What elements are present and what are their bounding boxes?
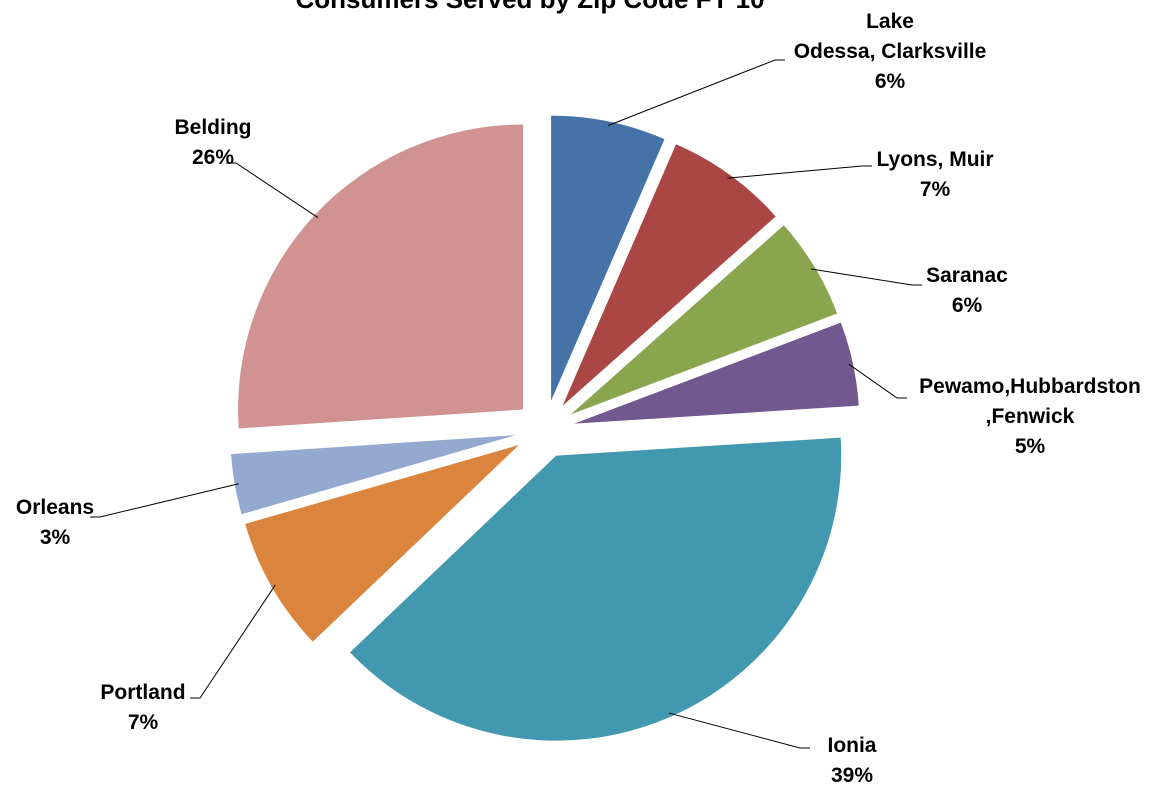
- leader-line: [608, 59, 785, 126]
- leader-line: [668, 712, 810, 749]
- chart-title: Consumers Served by Zip Code FY 10: [0, 0, 1060, 15]
- pie-slice-belding: [238, 124, 524, 429]
- slice-percent-label: 6%: [952, 294, 983, 317]
- pie-slice-ionia: [350, 437, 842, 741]
- slice-name-label: Ionia: [827, 734, 876, 757]
- slice-percent-label: 3%: [40, 526, 71, 549]
- slice-percent-label: 7%: [128, 711, 159, 734]
- slice-percent-label: 6%: [875, 70, 906, 93]
- pie-slices: [231, 115, 859, 741]
- pie-slice-pewamo-hubbardston-fenwick: [574, 322, 859, 424]
- leader-line: [190, 584, 276, 699]
- slice-name-label: ,Fenwick: [986, 405, 1075, 428]
- pie-slice-lake-odessa-clarksville: [551, 115, 665, 401]
- pie-slice-orleans: [231, 435, 516, 515]
- leader-line: [727, 165, 872, 179]
- slice-name-label: Lake: [866, 10, 914, 33]
- slice-name-label: Portland: [100, 681, 185, 704]
- slice-name-label: Saranac: [926, 264, 1008, 287]
- slice-percent-label: 5%: [1015, 435, 1046, 458]
- slice-name-label: Lyons, Muir: [876, 148, 993, 171]
- pie-slice-saranac: [570, 225, 838, 415]
- leader-line: [810, 268, 922, 286]
- leader-line: [90, 483, 239, 518]
- slice-name-label: Pewamo,Hubbardston: [919, 375, 1141, 398]
- pie-slice-portland: [245, 444, 519, 642]
- slice-percent-label: 7%: [920, 178, 951, 201]
- pie-slice-lyons-muir: [562, 144, 776, 406]
- leader-lines: [90, 59, 922, 749]
- slice-name-label: Belding: [175, 116, 252, 139]
- slice-percent-label: 26%: [192, 146, 234, 169]
- leader-line: [848, 363, 907, 399]
- slice-name-label: Odessa, Clarksville: [794, 40, 987, 63]
- slice-name-label: Orleans: [16, 496, 94, 519]
- slice-percent-label: 39%: [831, 764, 873, 787]
- leader-line: [226, 162, 319, 218]
- slice-labels: Lake Odessa, Clarksville 6% Lyons, Muir 7% Sa…: [16, 10, 1141, 787]
